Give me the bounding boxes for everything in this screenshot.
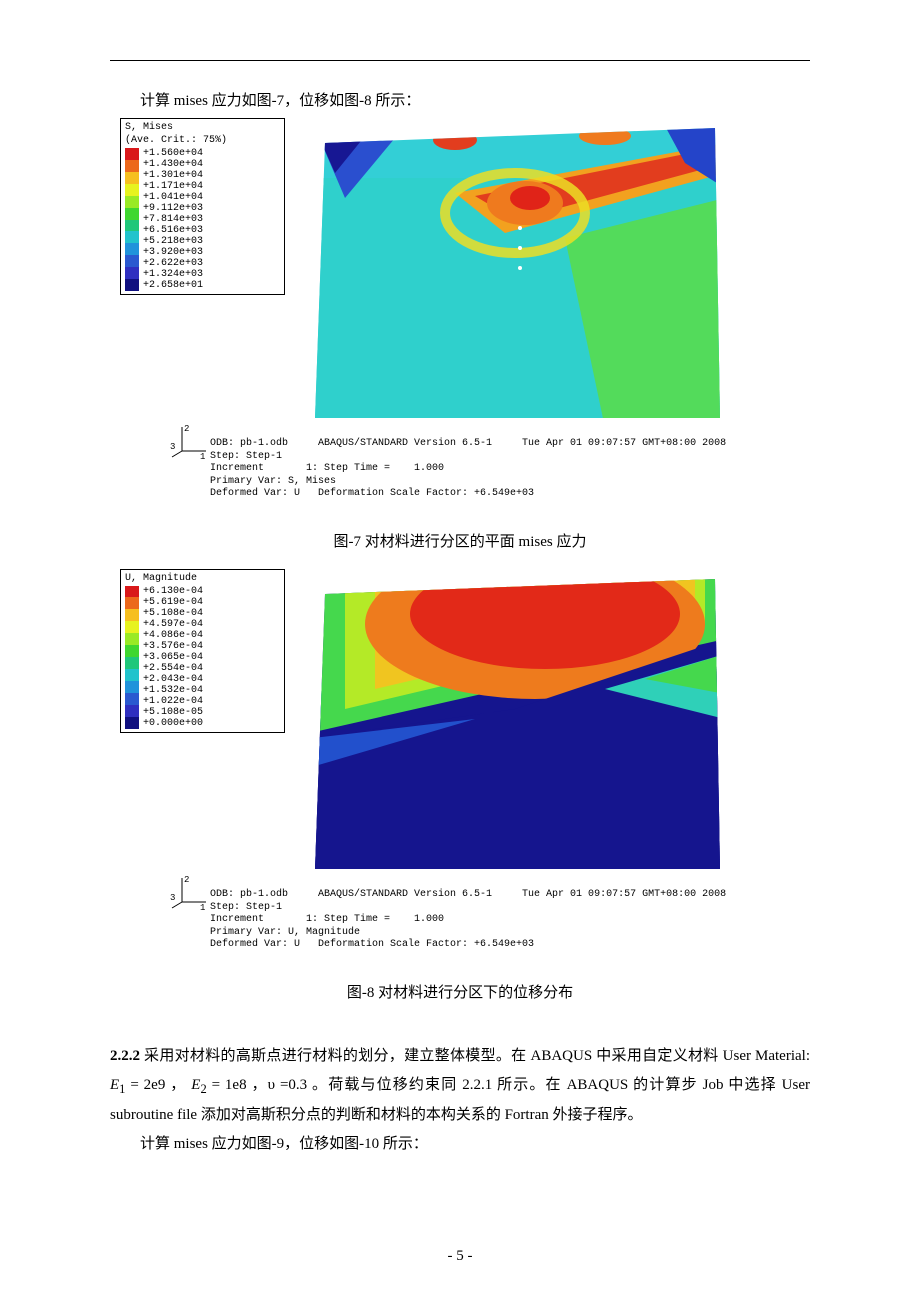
fig7-deformed-var-line: Deformed Var: U Deformation Scale Factor… — [210, 488, 534, 499]
fig7-info-block: ODB: pb-1.odb ABAQUS/STANDARD Version 6.… — [210, 438, 726, 501]
fig8-info-block: ODB: pb-1.odb ABAQUS/STANDARD Version 6.… — [210, 889, 726, 952]
legend-value: +3.065e-04 — [143, 652, 203, 663]
legend-swatch — [125, 196, 139, 208]
legend-value: +4.597e-04 — [143, 619, 203, 630]
fig8-step-line: Step: Step-1 — [210, 902, 282, 913]
svg-text:1: 1 — [200, 903, 205, 910]
para1-a: 采用对材料的高斯点进行材料的划分，建立整体模型。在 ABAQUS 中采用自定义材… — [140, 1048, 810, 1064]
legend-value: +1.301e+04 — [143, 170, 203, 181]
fig7-legend-subtitle: (Ave. Crit.: 75%) — [125, 135, 280, 147]
nu-symbol: υ — [268, 1077, 275, 1093]
legend-swatch — [125, 717, 139, 729]
legend-value: +1.171e+04 — [143, 181, 203, 192]
legend-value: +5.108e-05 — [143, 707, 203, 718]
fig7-colorbar — [125, 148, 139, 291]
fig7-step-line: Step: Step-1 — [210, 451, 282, 462]
figure-8: U, Magnitude +6.130e-04+5.619e-04+5.108e… — [110, 569, 790, 979]
legend-value: +0.000e+00 — [143, 718, 203, 729]
legend-value: +1.560e+04 — [143, 148, 203, 159]
fig7-caption: 图-7 对材料进行分区的平面 mises 应力 — [110, 530, 810, 551]
legend-swatch — [125, 705, 139, 717]
legend-value: +4.086e-04 — [143, 630, 203, 641]
fig8-legend: U, Magnitude +6.130e-04+5.619e-04+5.108e… — [120, 569, 285, 733]
fig7-legend-title: S, Mises — [125, 122, 280, 134]
legend-value: +5.218e+03 — [143, 236, 203, 247]
fig7-contour-plot — [305, 118, 725, 428]
fig8-deformed-var-line: Deformed Var: U Deformation Scale Factor… — [210, 939, 534, 950]
section-number: 2.2.2 — [110, 1048, 140, 1064]
legend-value: +1.022e-04 — [143, 696, 203, 707]
legend-swatch — [125, 231, 139, 243]
legend-swatch — [125, 184, 139, 196]
legend-swatch — [125, 243, 139, 255]
e1-eq: = 2e9 ， — [125, 1077, 191, 1093]
intro-line: 计算 mises 应力如图-7，位移如图-8 所示： — [140, 89, 810, 110]
legend-value: +1.430e+04 — [143, 159, 203, 170]
fig8-odb-line: ODB: pb-1.odb ABAQUS/STANDARD Version 6.… — [210, 889, 726, 900]
legend-swatch — [125, 148, 139, 160]
fig8-axis-triad: 2 3 1 — [170, 874, 210, 910]
legend-swatch — [125, 693, 139, 705]
svg-text:3: 3 — [170, 893, 175, 903]
svg-text:3: 3 — [170, 442, 175, 452]
legend-swatch — [125, 681, 139, 693]
legend-value: +2.043e-04 — [143, 674, 203, 685]
legend-value: +7.814e+03 — [143, 214, 203, 225]
legend-swatch — [125, 208, 139, 220]
legend-value: +5.108e-04 — [143, 608, 203, 619]
legend-value: +3.920e+03 — [143, 247, 203, 258]
fig7-odb-line: ODB: pb-1.odb ABAQUS/STANDARD Version 6.… — [210, 438, 726, 449]
legend-value: +6.516e+03 — [143, 225, 203, 236]
fig7-axis-triad: 2 3 1 — [170, 423, 210, 459]
fig8-legend-title: U, Magnitude — [125, 573, 280, 585]
legend-swatch — [125, 657, 139, 669]
legend-swatch — [125, 279, 139, 291]
legend-value: +2.554e-04 — [143, 663, 203, 674]
svg-text:2: 2 — [184, 875, 189, 885]
legend-value: +3.576e-04 — [143, 641, 203, 652]
svg-text:1: 1 — [200, 452, 205, 459]
legend-value: +5.619e-04 — [143, 597, 203, 608]
fig8-increment-line: Increment 1: Step Time = 1.000 — [210, 914, 444, 925]
e2-eq: = 1e8 ， — [207, 1077, 268, 1093]
legend-swatch — [125, 255, 139, 267]
legend-swatch — [125, 633, 139, 645]
legend-swatch — [125, 267, 139, 279]
legend-value: +1.324e+03 — [143, 269, 203, 280]
legend-value: +9.112e+03 — [143, 203, 203, 214]
legend-value: +2.658e+01 — [143, 280, 203, 291]
fig8-legend-values: +6.130e-04+5.619e-04+5.108e-04+4.597e-04… — [143, 586, 203, 729]
legend-swatch — [125, 172, 139, 184]
fig8-primary-var-line: Primary Var: U, Magnitude — [210, 927, 360, 938]
fig7-increment-line: Increment 1: Step Time = 1.000 — [210, 463, 444, 474]
legend-swatch — [125, 220, 139, 232]
fig7-legend-values: +1.560e+04+1.430e+04+1.301e+04+1.171e+04… — [143, 148, 203, 291]
figure-7: S, Mises (Ave. Crit.: 75%) +1.560e+04+1.… — [110, 118, 790, 528]
section-2-2-2: 2.2.2 采用对材料的高斯点进行材料的划分，建立整体模型。在 ABAQUS 中… — [110, 1042, 810, 1158]
e1-symbol: E — [110, 1077, 119, 1093]
legend-swatch — [125, 160, 139, 172]
legend-swatch — [125, 586, 139, 598]
legend-swatch — [125, 621, 139, 633]
legend-swatch — [125, 669, 139, 681]
legend-value: +6.130e-04 — [143, 586, 203, 597]
fig8-colorbar — [125, 586, 139, 729]
legend-value: +2.622e+03 — [143, 258, 203, 269]
fig8-contour-plot — [305, 569, 725, 879]
fig7-primary-var-line: Primary Var: S, Mises — [210, 476, 336, 487]
legend-swatch — [125, 597, 139, 609]
legend-swatch — [125, 645, 139, 657]
legend-value: +1.532e-04 — [143, 685, 203, 696]
legend-swatch — [125, 609, 139, 621]
fig8-caption: 图-8 对材料进行分区下的位移分布 — [110, 981, 810, 1002]
fig7-legend: S, Mises (Ave. Crit.: 75%) +1.560e+04+1.… — [120, 118, 285, 295]
nu-eq: =0.3 。 — [275, 1077, 328, 1093]
legend-value: +1.041e+04 — [143, 192, 203, 203]
para2: 计算 mises 应力如图-9，位移如图-10 所示： — [110, 1130, 810, 1159]
page-number: - 5 - — [110, 1248, 810, 1265]
header-rule — [110, 60, 810, 61]
svg-text:2: 2 — [184, 424, 189, 434]
